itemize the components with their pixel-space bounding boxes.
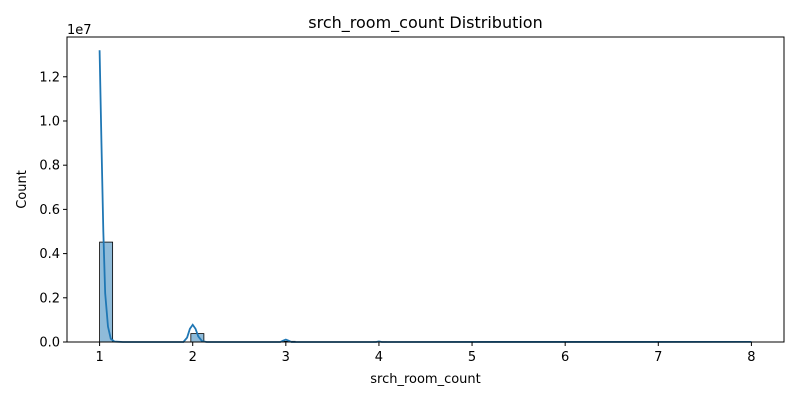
y-multiplier-label: 1e7 — [67, 23, 92, 38]
x-tick-label: 7 — [654, 350, 662, 365]
x-tick-label: 6 — [561, 350, 569, 365]
y-tick-label: 1.2 — [39, 70, 60, 85]
y-tick-label: 1.0 — [39, 114, 60, 129]
plot-frame — [66, 36, 785, 343]
chart-title: srch_room_count Distribution — [308, 13, 542, 33]
histogram-bars — [99, 241, 752, 343]
x-tick-label: 8 — [747, 350, 755, 365]
x-tick-label: 1 — [95, 350, 103, 365]
x-axis-ticks: 1 2 3 4 5 6 7 8 — [95, 342, 756, 365]
y-tick-label: 0.4 — [39, 247, 60, 262]
kde-line — [98, 50, 752, 343]
y-tick-label: 0.8 — [39, 159, 60, 174]
y-axis-ticks: 0.0 0.2 0.4 0.6 0.8 1.0 1.2 — [39, 70, 67, 351]
x-tick-label: 2 — [189, 350, 197, 365]
y-tick-label: 0.6 — [39, 203, 60, 218]
x-tick-label: 3 — [282, 350, 290, 365]
x-tick-label: 5 — [468, 350, 476, 365]
x-tick-label: 4 — [375, 350, 383, 365]
y-axis-label: Count — [15, 170, 30, 209]
y-tick-label: 0.2 — [39, 291, 60, 306]
y-tick-label: 0.0 — [39, 336, 60, 351]
x-axis-label: srch_room_count — [370, 372, 481, 387]
histogram-bar — [99, 241, 114, 343]
